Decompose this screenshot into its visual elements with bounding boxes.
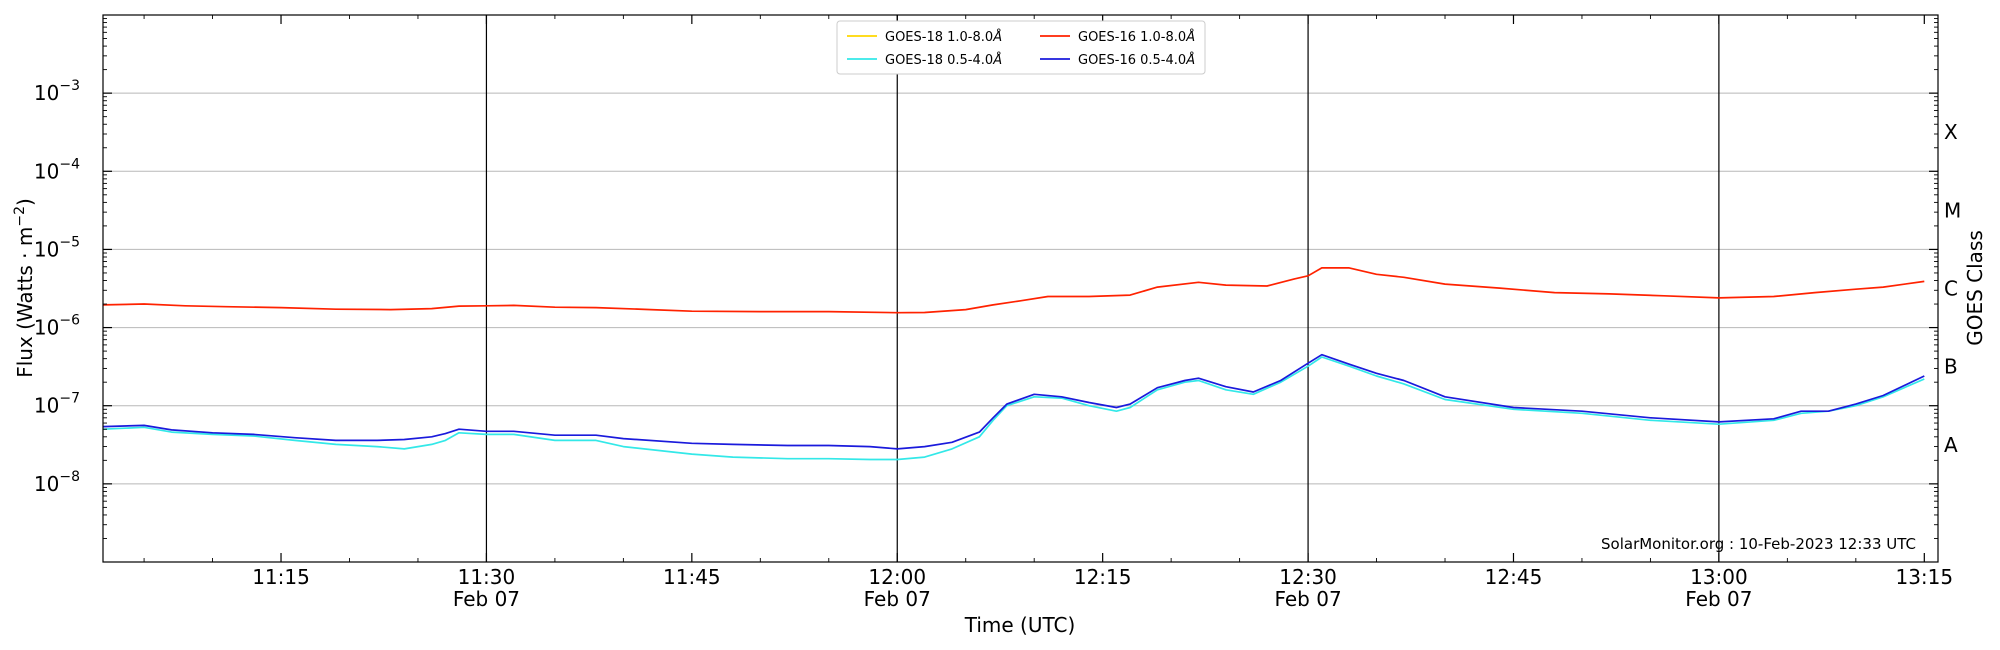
legend-label-text: GOES-16 0.5-4.0 — [1078, 53, 1186, 68]
series-line-goes-16-1-0-8-0 — [102, 267, 1925, 314]
y-tick-label: 10−8 — [34, 469, 80, 496]
y-tick-label-base: 10 — [34, 159, 59, 183]
goes-class-label: X — [1944, 120, 1958, 144]
y-tick-label-exponent: −4 — [59, 156, 80, 172]
y-tick-label-exponent: −7 — [59, 391, 80, 407]
goes-class-label: A — [1944, 433, 1958, 457]
legend-box — [836, 20, 1206, 75]
x-tick-label: 12:45 — [1485, 565, 1543, 589]
y-tick-label: 10−3 — [34, 78, 80, 105]
x-tick-label: 13:00 — [1690, 565, 1748, 589]
y-tick-label: 10−7 — [34, 391, 80, 418]
x-tick-label: 12:15 — [1074, 565, 1132, 589]
source-annotation: SolarMonitor.org : 10-Feb-2023 12:33 UTC — [1601, 535, 1916, 553]
legend: GOES-18 1.0-8.0Å GOES-16 1.0-8.0ÅGOES-18 … — [836, 20, 1206, 75]
legend-label-unit: Å — [992, 29, 1002, 45]
legend-label-unit: Å — [1185, 52, 1195, 68]
goes-class-axis-label: GOES Class — [1963, 230, 1987, 346]
x-tick-label: 12:00 — [868, 565, 926, 589]
x-tick-label: 13:15 — [1895, 565, 1953, 589]
legend-label-text: GOES-18 1.0-8.0 — [885, 30, 993, 45]
y-tick-label: 10−5 — [34, 234, 80, 261]
goes-class-label: C — [1944, 277, 1958, 301]
x-tick-date-label: Feb 07 — [1685, 587, 1752, 611]
legend-label-unit: Å — [1185, 29, 1195, 45]
y-tick-label-base: 10 — [34, 394, 59, 418]
x-tick-date-label: Feb 07 — [1274, 587, 1341, 611]
legend-label: GOES-18 0.5-4.0Å — [885, 52, 1002, 68]
legend-label-text: GOES-18 0.5-4.0 — [885, 53, 993, 68]
legend-label: GOES-16 1.0-8.0Å — [1078, 29, 1195, 45]
legend-label-text: GOES-16 1.0-8.0 — [1078, 30, 1186, 45]
y-tick-label-exponent: −6 — [59, 313, 80, 329]
goes-class-label: B — [1944, 355, 1958, 379]
x-tick-label: 11:45 — [663, 565, 721, 589]
y-tick-label-base: 10 — [34, 316, 59, 340]
y-tick-label: 10−6 — [34, 313, 80, 340]
x-tick-date-label: Feb 07 — [453, 587, 520, 611]
y-tick-label-base: 10 — [34, 237, 59, 261]
series-line-goes-18-0-5-4-0 — [102, 356, 1925, 461]
y-tick-label-base: 10 — [34, 81, 59, 105]
x-axis-label: Time (UTC) — [964, 613, 1076, 637]
y-axis-label: Flux (Watts · m−2) — [12, 198, 37, 378]
x-tick-date-label: Feb 07 — [864, 587, 931, 611]
y-tick-label: 10−4 — [34, 156, 80, 183]
series-lines — [102, 267, 1925, 461]
series-line-goes-16-0-5-4-0 — [102, 353, 1925, 450]
plot-frame — [102, 14, 1939, 563]
goes-class-label: M — [1944, 198, 1961, 222]
y-tick-label-base: 10 — [34, 472, 59, 496]
x-tick-label: 11:15 — [252, 565, 310, 589]
vertical-marker-lines — [485, 15, 1720, 562]
y-tick-label-exponent: −8 — [59, 469, 80, 485]
legend-label-unit: Å — [992, 52, 1002, 68]
legend-label: GOES-18 1.0-8.0Å — [885, 29, 1002, 45]
y-tick-label-exponent: −5 — [59, 234, 80, 250]
legend-label: GOES-16 0.5-4.0Å — [1078, 52, 1195, 68]
x-tick-label: 12:30 — [1279, 565, 1337, 589]
grid-lines — [103, 92, 1938, 485]
x-tick-label: 11:30 — [458, 565, 516, 589]
y-tick-label-exponent: −3 — [59, 78, 80, 94]
